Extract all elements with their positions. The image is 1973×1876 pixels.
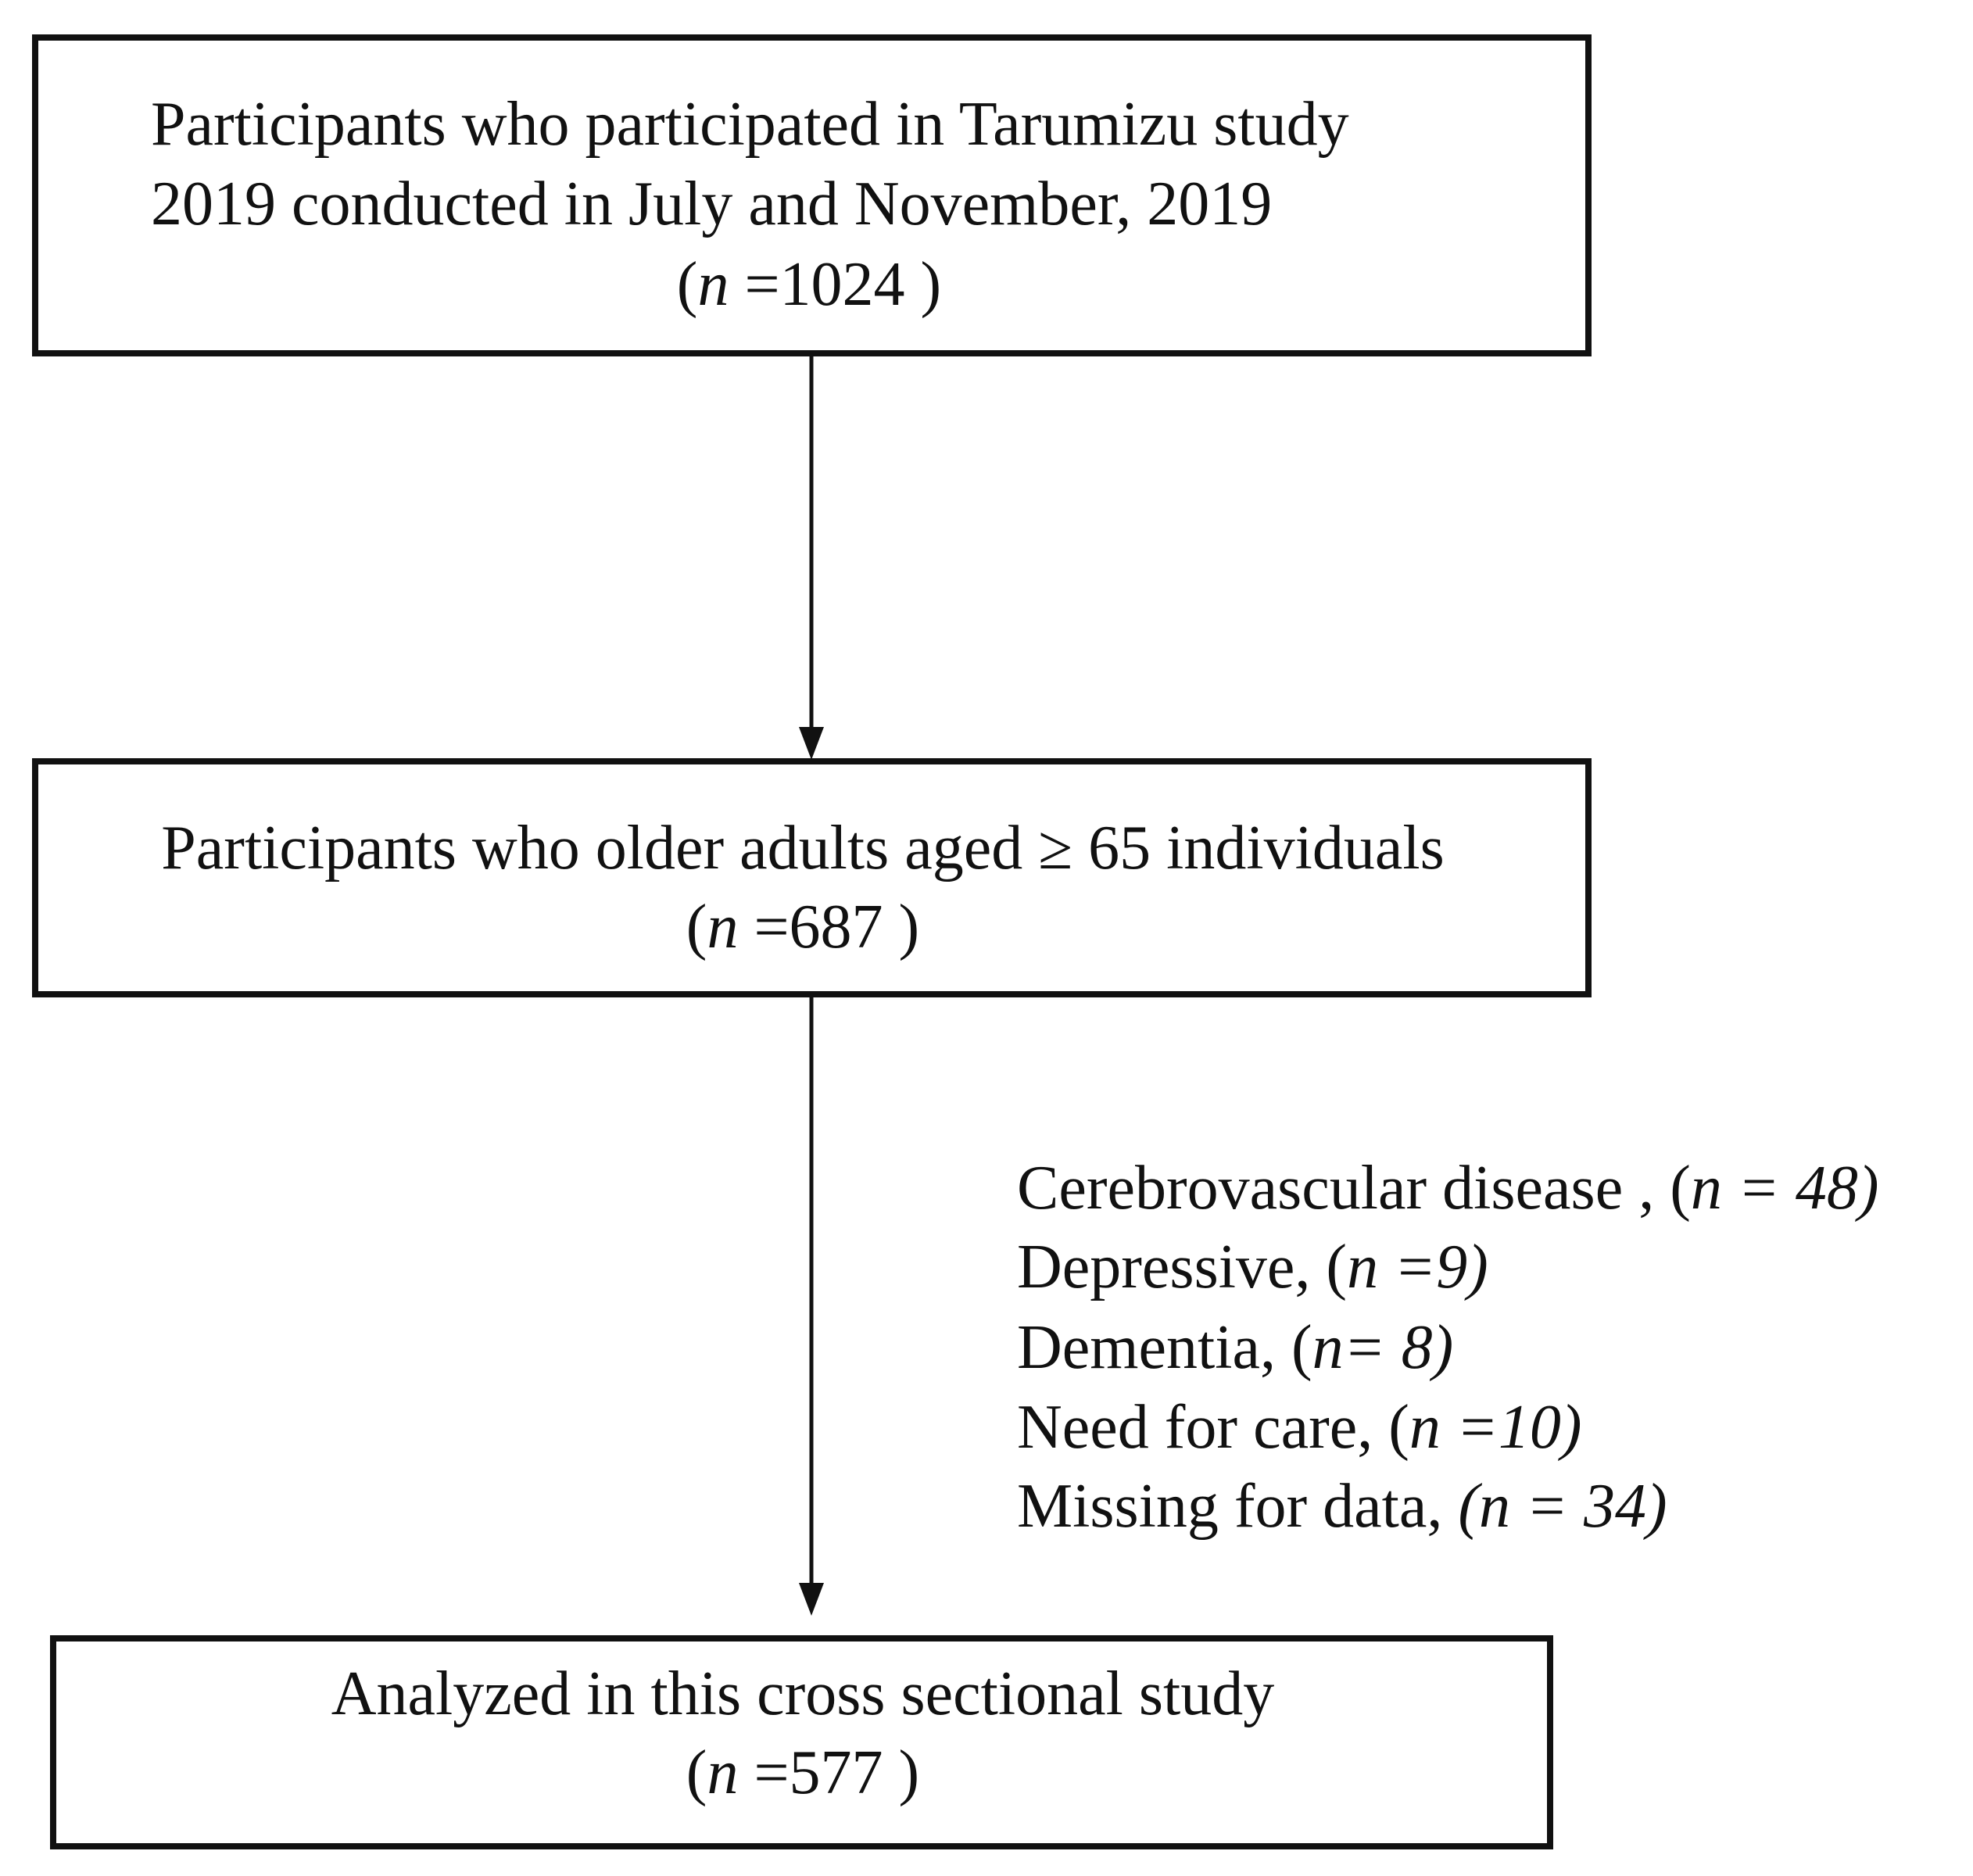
text-segment: Dementia, ( bbox=[1017, 1313, 1312, 1382]
text-segment: Missing for data, bbox=[1017, 1472, 1458, 1541]
text-segment: ( bbox=[686, 1738, 707, 1807]
text-segment: (n = 34) bbox=[1458, 1472, 1667, 1541]
node-text: Analyzed in this cross sectional study bbox=[331, 1659, 1274, 1728]
text-segment: n bbox=[707, 1738, 738, 1807]
text-segment: n= 8) bbox=[1312, 1313, 1454, 1382]
text-segment: n = 48) bbox=[1691, 1154, 1879, 1223]
text-segment: Cerebrovascular disease , ( bbox=[1017, 1154, 1691, 1223]
arrow-head bbox=[799, 1583, 824, 1616]
node-count: (n =1024 ) bbox=[677, 250, 941, 319]
text-segment: n bbox=[707, 893, 738, 961]
text-segment: Depressive, ( bbox=[1017, 1233, 1347, 1301]
text-segment: =577 ) bbox=[738, 1738, 919, 1807]
exclusion-text: Depressive, (n =9) bbox=[1017, 1233, 1488, 1301]
node-text: Participants who participated in Tarumiz… bbox=[151, 90, 1349, 159]
node-text: Participants who older adults aged ≥ 65 … bbox=[161, 814, 1444, 883]
text-segment: n bbox=[697, 250, 729, 319]
text-segment: =1024 ) bbox=[729, 250, 941, 319]
arrow-head bbox=[799, 727, 824, 760]
text-segment: ( bbox=[686, 893, 707, 961]
box-enrolled bbox=[32, 34, 1592, 356]
node-count: (n =687 ) bbox=[686, 893, 919, 961]
box-older-adults bbox=[32, 758, 1592, 997]
node-text: 2019 conducted in July and November, 201… bbox=[151, 170, 1272, 238]
text-segment: =687 ) bbox=[738, 893, 919, 961]
box-analyzed bbox=[50, 1635, 1553, 1849]
text-segment: n =10) bbox=[1409, 1393, 1582, 1462]
text-segment: ( bbox=[677, 250, 698, 319]
exclusion-text: Cerebrovascular disease , (n = 48) bbox=[1017, 1154, 1878, 1223]
exclusion-text: Need for care, (n =10) bbox=[1017, 1393, 1582, 1462]
text-segment: Need for care, ( bbox=[1017, 1393, 1409, 1462]
exclusion-text: Dementia, (n= 8) bbox=[1017, 1313, 1453, 1382]
text-segment: n =9) bbox=[1347, 1233, 1488, 1301]
exclusion-text: Missing for data, (n = 34) bbox=[1017, 1472, 1667, 1541]
node-count: (n =577 ) bbox=[686, 1738, 919, 1807]
